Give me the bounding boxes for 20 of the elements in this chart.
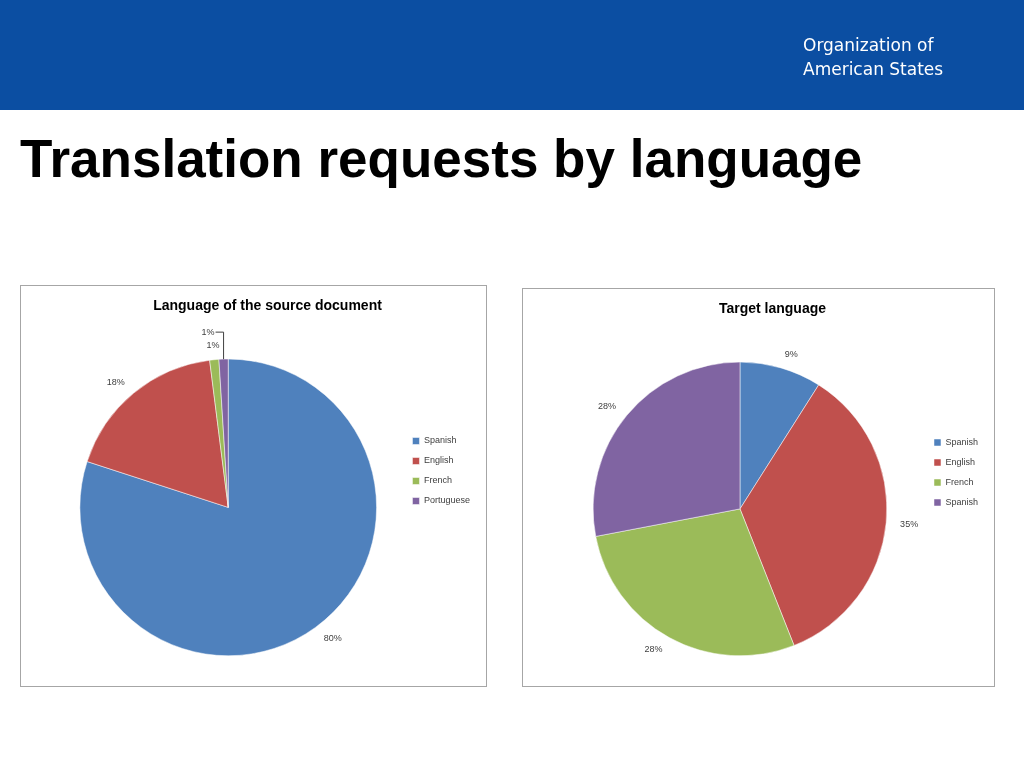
chart-title: Language of the source document bbox=[153, 297, 383, 314]
legend-label: French bbox=[423, 475, 452, 486]
data-label: 80% bbox=[323, 633, 342, 644]
data-label: 28% bbox=[644, 644, 663, 655]
data-label: 18% bbox=[106, 376, 125, 387]
legend-label: Spanish bbox=[945, 436, 979, 447]
legend-label: English bbox=[423, 455, 454, 466]
data-label: 28% bbox=[598, 400, 617, 411]
text: Translation requests by language bbox=[20, 128, 863, 190]
legend-label: Portuguese bbox=[423, 495, 471, 506]
legend-label: English bbox=[945, 456, 976, 467]
chart-title: Target language bbox=[718, 300, 827, 317]
data-label: 1% bbox=[206, 340, 220, 351]
data-label: 1% bbox=[201, 326, 215, 337]
data-label: 9% bbox=[784, 348, 798, 359]
legend-label: Spanish bbox=[945, 496, 979, 507]
text: Organization of American States bbox=[803, 34, 945, 81]
legend-label: Spanish bbox=[423, 435, 457, 446]
legend-label: French bbox=[945, 476, 974, 487]
data-label: 35% bbox=[900, 518, 919, 529]
